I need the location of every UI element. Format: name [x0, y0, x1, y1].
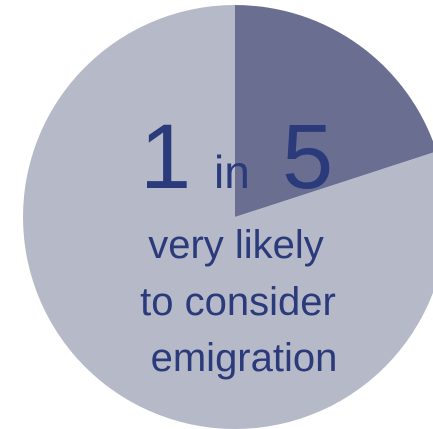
annotation-line2: to consider — [140, 280, 336, 324]
annotation-in: in — [214, 146, 250, 198]
annotation-line3: emigration — [151, 336, 338, 380]
annotation-line1: very likely — [148, 223, 324, 267]
pie-slices — [23, 5, 433, 429]
annotation-num1: 1 — [140, 106, 191, 208]
pie-slice-highlight — [235, 5, 433, 217]
annotation-num2: 5 — [282, 106, 333, 208]
pie-slice-remainder — [23, 5, 433, 429]
pie-annotation: 1 in 5 very likely to consider emigratio… — [140, 106, 337, 380]
